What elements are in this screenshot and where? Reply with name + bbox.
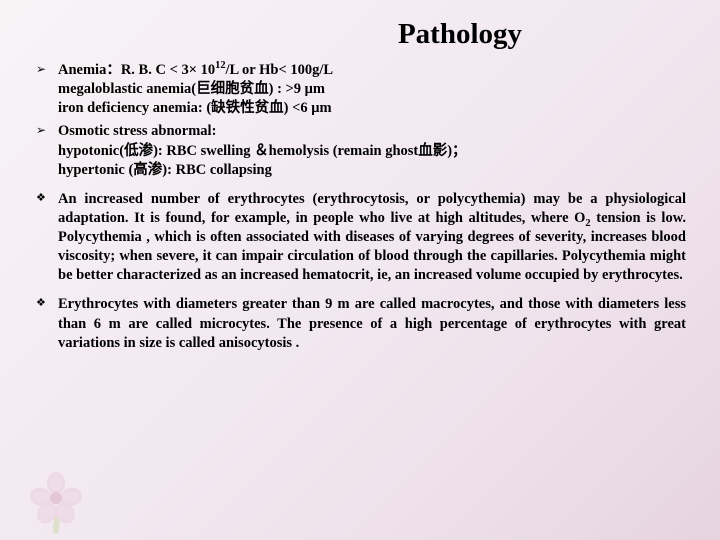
bullet-item: An increased number of erythrocytes (ery… [34, 190, 686, 286]
bullet-item: Osmotic stress abnormal:hypotonic(低渗): R… [34, 122, 686, 179]
slide-title: Pathology [234, 18, 686, 51]
bullet-item: Erythrocytes with diameters greater than… [34, 295, 686, 352]
bullet-item: Anemia：R. B. C < 3× 1012/L or Hb< 100g/L… [34, 61, 686, 118]
flower-decoration [4, 446, 94, 536]
bullet-list: Anemia：R. B. C < 3× 1012/L or Hb< 100g/L… [34, 61, 686, 353]
